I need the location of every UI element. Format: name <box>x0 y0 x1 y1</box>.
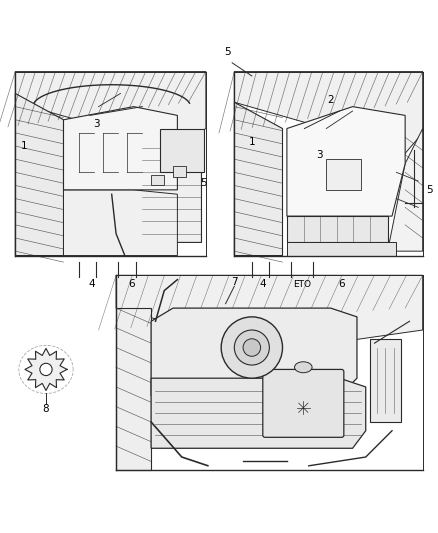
Text: 1: 1 <box>21 141 28 151</box>
Text: 5: 5 <box>200 178 207 188</box>
Polygon shape <box>15 71 206 164</box>
Text: 3: 3 <box>93 119 100 129</box>
Text: 3: 3 <box>316 150 323 160</box>
Text: 4: 4 <box>88 279 95 289</box>
FancyBboxPatch shape <box>263 369 344 437</box>
Text: 1: 1 <box>248 136 255 147</box>
Text: 4: 4 <box>259 279 266 289</box>
Text: 5: 5 <box>224 47 231 57</box>
Polygon shape <box>64 190 177 255</box>
Polygon shape <box>287 107 405 216</box>
Polygon shape <box>64 107 177 190</box>
Polygon shape <box>388 128 423 251</box>
Circle shape <box>243 339 261 356</box>
Polygon shape <box>15 93 64 255</box>
Polygon shape <box>234 71 423 164</box>
Polygon shape <box>116 308 151 470</box>
Text: 5: 5 <box>426 185 433 195</box>
Text: 6: 6 <box>128 279 135 289</box>
Polygon shape <box>234 102 283 255</box>
Bar <box>370 339 401 422</box>
Text: 8: 8 <box>42 404 49 414</box>
Circle shape <box>221 317 283 378</box>
Polygon shape <box>116 275 423 343</box>
Bar <box>151 174 164 185</box>
Text: 2: 2 <box>327 95 334 105</box>
Polygon shape <box>151 308 357 395</box>
Ellipse shape <box>294 362 312 373</box>
Text: ETO: ETO <box>293 279 311 288</box>
Text: 7: 7 <box>231 277 238 287</box>
Bar <box>230 67 427 260</box>
Circle shape <box>234 330 269 365</box>
Bar <box>112 271 427 474</box>
Text: 6: 6 <box>338 279 345 289</box>
Bar <box>173 166 186 177</box>
Polygon shape <box>25 349 67 391</box>
Polygon shape <box>160 128 204 172</box>
Polygon shape <box>151 378 366 448</box>
Polygon shape <box>142 128 201 243</box>
Bar <box>326 159 361 190</box>
Circle shape <box>40 364 52 376</box>
Polygon shape <box>287 216 388 243</box>
Polygon shape <box>287 243 396 255</box>
Bar <box>11 67 210 260</box>
